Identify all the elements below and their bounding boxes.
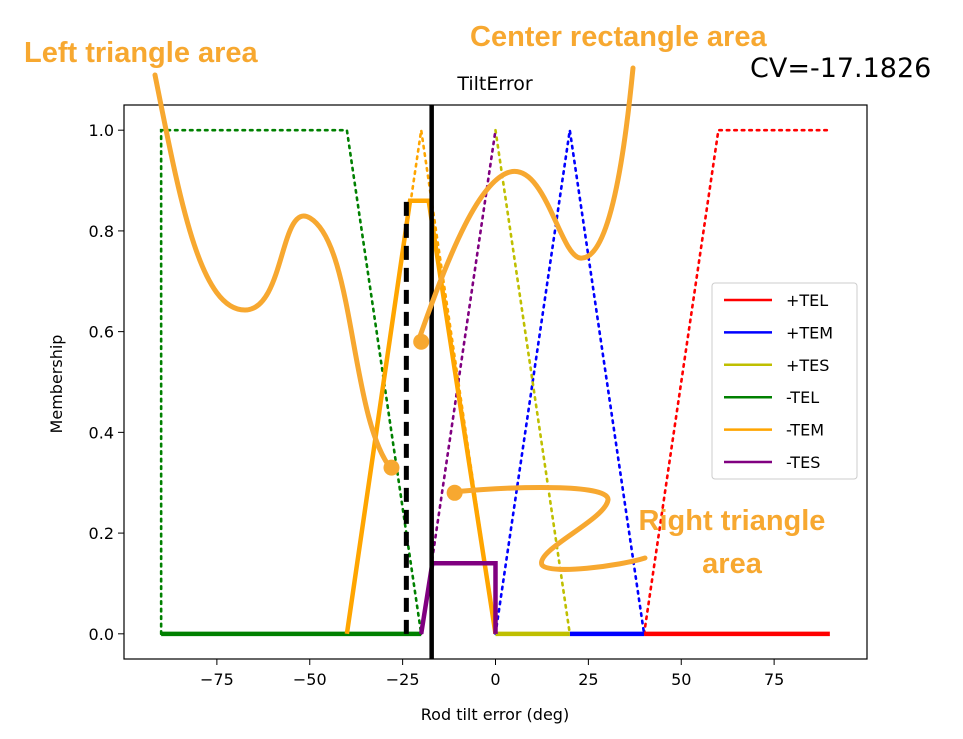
crisp-markers bbox=[403, 105, 434, 659]
legend-label-posneg-tel: +TEL bbox=[786, 291, 828, 310]
left-triangle-callout-curve bbox=[152, 72, 395, 473]
series-neg-tes-active bbox=[418, 561, 498, 635]
plot-frame bbox=[123, 104, 868, 660]
x-tick-label: −50 bbox=[293, 670, 327, 689]
x-tick-label: 25 bbox=[578, 670, 598, 689]
series-posneg-tes-dotted bbox=[494, 128, 572, 636]
center-rectangle-label: Center rectangle area bbox=[470, 21, 767, 53]
x-axis-label: Rod tilt error (deg) bbox=[421, 705, 569, 724]
y-tick-label: 0.4 bbox=[89, 423, 114, 442]
active-regions bbox=[161, 198, 830, 637]
x-tick-label: −75 bbox=[200, 670, 234, 689]
annotation-target-dot bbox=[446, 484, 463, 501]
y-axis-label: Membership bbox=[47, 335, 66, 434]
x-tick-label: 0 bbox=[490, 670, 500, 689]
right-triangle-label-line2: area bbox=[702, 548, 763, 580]
y-tick-label: 0.6 bbox=[89, 323, 114, 342]
annotations: Left triangle area Center rectangle area… bbox=[24, 21, 825, 580]
x-tick-label: 75 bbox=[764, 670, 784, 689]
legend-label-neg-tes: -TES bbox=[786, 453, 820, 472]
y-tick-label: 0.0 bbox=[89, 625, 114, 644]
legend-label-posneg-tes: +TES bbox=[786, 356, 829, 375]
legend-label-neg-tem: -TEM bbox=[786, 421, 824, 440]
annotation-target-dot bbox=[413, 333, 430, 350]
chart-title: TiltError bbox=[456, 73, 533, 95]
center-rectangle-callout-curve bbox=[415, 65, 636, 345]
legend-label-posneg-tem: +TEM bbox=[786, 323, 833, 342]
y-tick-label: 1.0 bbox=[89, 121, 114, 140]
legend-box bbox=[711, 282, 858, 480]
legend: +TEL +TEM +TES -TEL -TEM -TES bbox=[711, 282, 858, 480]
y-tick-label: 0.8 bbox=[89, 222, 114, 241]
series-posneg-tel-dotted bbox=[642, 128, 832, 636]
x-tick-label: −25 bbox=[386, 670, 420, 689]
x-tick-label: 50 bbox=[671, 670, 691, 689]
y-tick-label: 0.2 bbox=[89, 524, 114, 543]
series-neg-tem-active bbox=[344, 198, 498, 635]
legend-label-neg-tel: -TEL bbox=[786, 388, 819, 407]
right-triangle-callout-curve bbox=[449, 484, 648, 572]
left-triangle-label: Left triangle area bbox=[24, 37, 259, 69]
axis-ticks: −75 −50 −25 0 25 50 75 0.0 0.2 0.4 0.6 0.8 1.0 bbox=[89, 121, 785, 689]
right-triangle-label-line1: Right triangle bbox=[639, 505, 826, 537]
annotation-target-dot bbox=[383, 459, 400, 476]
series-posneg-tem-dotted bbox=[494, 129, 646, 636]
crisp-value-text: CV=-17.1826 bbox=[750, 53, 931, 84]
